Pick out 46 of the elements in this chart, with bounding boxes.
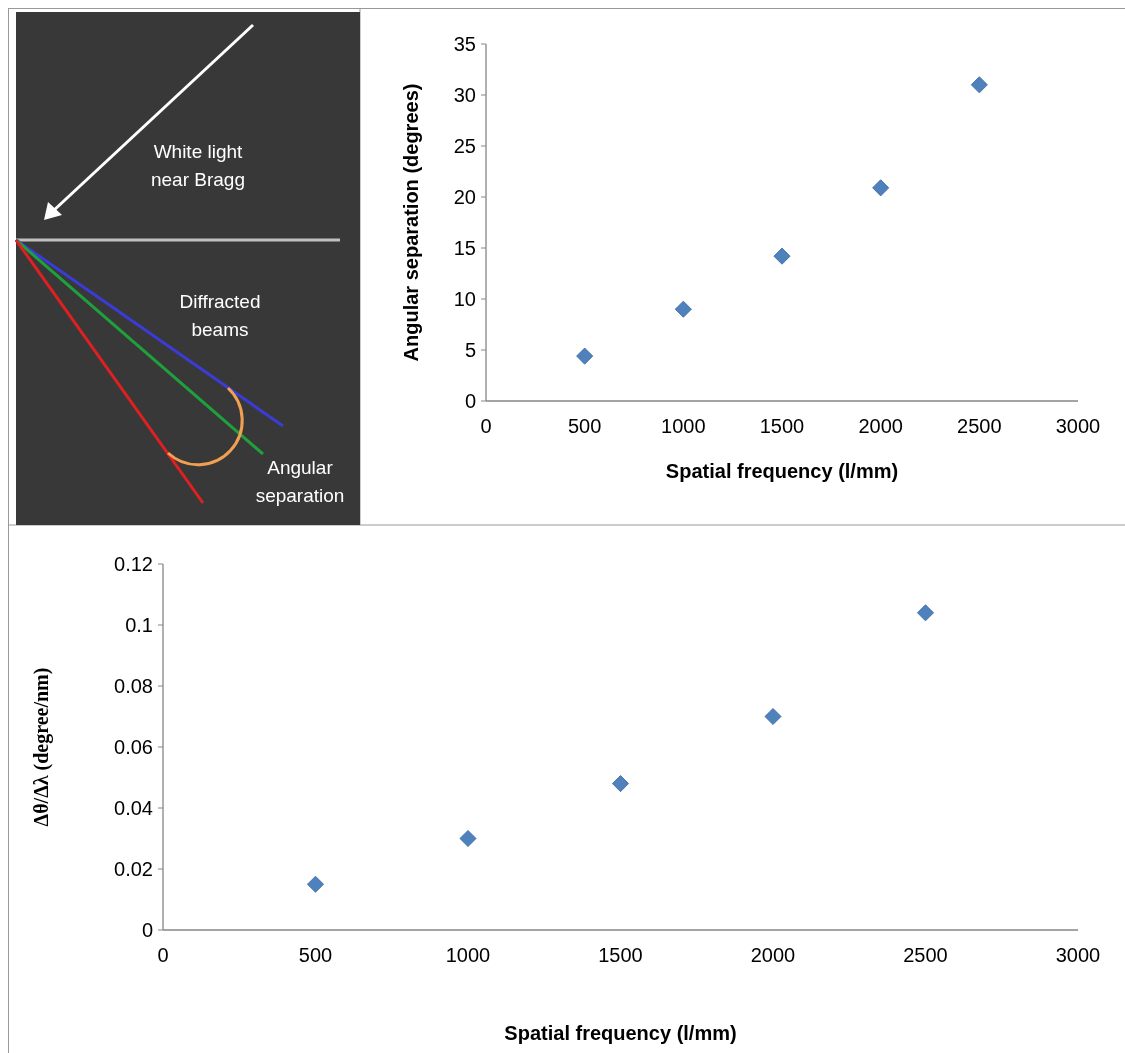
text: Angular separation bbox=[255, 457, 345, 506]
y-tick-label: 0.02 bbox=[114, 858, 153, 880]
text: White light near Bragg bbox=[150, 141, 246, 190]
x-tick-label: 0 bbox=[157, 944, 169, 966]
y-tick-label: 0.1 bbox=[125, 614, 153, 636]
y-tick-label: 0.12 bbox=[114, 553, 153, 575]
text: Diffracted beams bbox=[179, 291, 261, 340]
x-tick-label: 2500 bbox=[957, 415, 1002, 437]
x-tick-label: 2000 bbox=[750, 944, 796, 966]
y-tick-label: 25 bbox=[453, 135, 476, 157]
point bbox=[674, 300, 692, 318]
y-tick-label: 35 bbox=[453, 33, 476, 55]
point bbox=[307, 875, 324, 893]
y-tick-label: 0 bbox=[464, 390, 476, 412]
point bbox=[612, 775, 629, 793]
y-axis-title: Δθ/Δλ (degree/nm) bbox=[30, 667, 53, 827]
x-tick-label: 2500 bbox=[903, 944, 948, 966]
y-tick-label: 15 bbox=[453, 237, 476, 259]
x-tick-label: 1000 bbox=[661, 415, 706, 437]
point bbox=[773, 247, 791, 265]
y-tick-label: 0.04 bbox=[114, 797, 153, 819]
y-tick-label: 30 bbox=[453, 84, 476, 106]
point bbox=[872, 179, 890, 197]
point bbox=[576, 347, 594, 365]
y-tick-label: 0 bbox=[141, 919, 153, 941]
x-tick-label: 0 bbox=[480, 415, 492, 437]
x-tick-label: 3000 bbox=[1055, 944, 1101, 966]
point bbox=[764, 708, 782, 725]
y-tick-label: 0.08 bbox=[114, 675, 153, 697]
x-axis-title: Spatial frequency (l/mm) bbox=[504, 1022, 737, 1044]
y-axis-title: Angular separation (degrees) bbox=[400, 83, 422, 362]
x-tick-label: 2000 bbox=[858, 415, 903, 437]
point bbox=[970, 76, 988, 94]
x-tick-label: 1500 bbox=[759, 415, 805, 437]
y-tick-label: 5 bbox=[464, 339, 476, 361]
point bbox=[917, 604, 934, 622]
y-tick-label: 0.06 bbox=[114, 736, 153, 758]
point bbox=[459, 830, 477, 847]
y-tick-label: 10 bbox=[453, 288, 476, 310]
x-axis-title: Spatial frequency (l/mm) bbox=[665, 460, 899, 482]
x-tick-label: 1000 bbox=[445, 944, 491, 966]
x-tick-label: 1500 bbox=[598, 944, 643, 966]
x-tick-label: 500 bbox=[298, 944, 333, 966]
x-tick-label: 500 bbox=[567, 415, 602, 437]
y-tick-label: 20 bbox=[453, 186, 476, 208]
x-tick-label: 3000 bbox=[1055, 415, 1101, 437]
